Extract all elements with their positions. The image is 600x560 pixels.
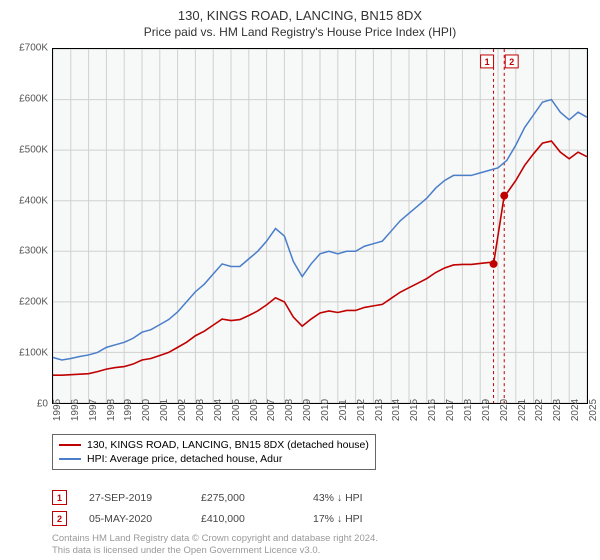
x-tick-label: 2010: [320, 399, 331, 421]
x-tick-label: 2019: [481, 399, 492, 421]
main-title: 130, KINGS ROAD, LANCING, BN15 8DX: [0, 8, 600, 23]
x-tick-label: 2012: [356, 399, 367, 421]
y-axis: £0£100K£200K£300K£400K£500K£600K£700K: [0, 48, 52, 404]
x-tick-label: 2003: [195, 399, 206, 421]
event-table: 1 27-SEP-2019 £275,000 43% ↓ HPI 2 05-MA…: [52, 490, 403, 532]
y-tick-label: £700K: [19, 43, 48, 54]
legend-row: 130, KINGS ROAD, LANCING, BN15 8DX (deta…: [59, 438, 369, 452]
x-tick-label: 2006: [249, 399, 260, 421]
event-delta: 43% ↓ HPI: [313, 492, 403, 504]
svg-text:1: 1: [485, 57, 490, 67]
footer-line: Contains HM Land Registry data © Crown c…: [52, 533, 378, 545]
x-tick-label: 2015: [409, 399, 420, 421]
y-tick-label: £400K: [19, 195, 48, 206]
legend-label: 130, KINGS ROAD, LANCING, BN15 8DX (deta…: [87, 439, 369, 451]
x-tick-label: 2022: [534, 399, 545, 421]
y-tick-label: £200K: [19, 297, 48, 308]
event-price: £410,000: [201, 513, 291, 525]
x-tick-label: 2007: [266, 399, 277, 421]
x-tick-label: 2025: [588, 399, 599, 421]
x-tick-label: 2021: [517, 399, 528, 421]
x-tick-label: 2001: [159, 399, 170, 421]
title-block: 130, KINGS ROAD, LANCING, BN15 8DX Price…: [0, 0, 600, 39]
x-tick-label: 2000: [141, 399, 152, 421]
x-tick-label: 2024: [570, 399, 581, 421]
legend-swatch: [59, 444, 81, 446]
x-tick-label: 2008: [284, 399, 295, 421]
event-marker: 1: [52, 490, 67, 505]
x-tick-label: 2013: [374, 399, 385, 421]
x-tick-label: 2023: [552, 399, 563, 421]
y-tick-label: £0: [37, 399, 48, 410]
x-tick-label: 2011: [338, 399, 349, 421]
chart-svg: 12: [53, 49, 587, 403]
event-delta: 17% ↓ HPI: [313, 513, 403, 525]
x-tick-label: 2009: [302, 399, 313, 421]
x-tick-label: 2017: [445, 399, 456, 421]
event-row: 1 27-SEP-2019 £275,000 43% ↓ HPI: [52, 490, 403, 505]
x-tick-label: 1998: [106, 399, 117, 421]
x-tick-label: 1996: [70, 399, 81, 421]
y-tick-label: £100K: [19, 348, 48, 359]
x-tick-label: 2004: [213, 399, 224, 421]
x-tick-label: 2014: [391, 399, 402, 421]
footer: Contains HM Land Registry data © Crown c…: [52, 533, 378, 557]
event-price: £275,000: [201, 492, 291, 504]
y-tick-label: £500K: [19, 144, 48, 155]
x-tick-label: 1997: [88, 399, 99, 421]
legend-row: HPI: Average price, detached house, Adur: [59, 452, 369, 466]
x-tick-label: 2016: [427, 399, 438, 421]
sub-title: Price paid vs. HM Land Registry's House …: [0, 25, 600, 39]
svg-text:2: 2: [509, 57, 514, 67]
event-row: 2 05-MAY-2020 £410,000 17% ↓ HPI: [52, 511, 403, 526]
x-tick-label: 2002: [177, 399, 188, 421]
event-marker: 2: [52, 511, 67, 526]
y-tick-label: £300K: [19, 246, 48, 257]
legend-swatch: [59, 458, 81, 460]
legend-box: 130, KINGS ROAD, LANCING, BN15 8DX (deta…: [52, 434, 376, 470]
footer-line: This data is licensed under the Open Gov…: [52, 545, 378, 557]
x-tick-label: 2020: [499, 399, 510, 421]
x-tick-label: 1999: [123, 399, 134, 421]
y-tick-label: £600K: [19, 93, 48, 104]
event-date: 27-SEP-2019: [89, 492, 179, 504]
event-date: 05-MAY-2020: [89, 513, 179, 525]
chart-area: 12: [52, 48, 588, 404]
x-tick-label: 2018: [463, 399, 474, 421]
legend-label: HPI: Average price, detached house, Adur: [87, 453, 282, 465]
x-tick-label: 1995: [52, 399, 63, 421]
x-tick-label: 2005: [231, 399, 242, 421]
